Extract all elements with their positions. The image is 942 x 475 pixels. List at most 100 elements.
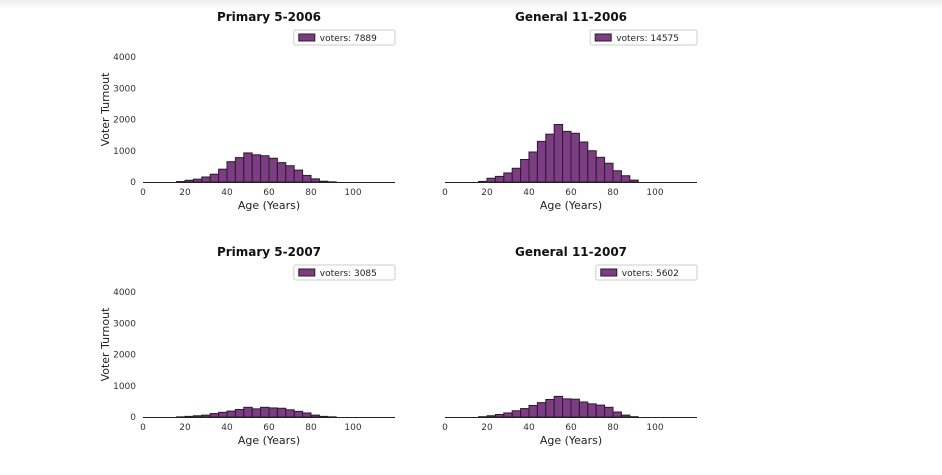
x-tick-label: 100	[344, 423, 361, 433]
histogram-bar	[536, 402, 547, 418]
chart-title: General 11-2007	[515, 245, 627, 259]
histogram-bar	[570, 398, 580, 418]
histogram-bar	[318, 180, 329, 183]
x-tick-label: 60	[263, 423, 275, 433]
histogram-bar	[285, 165, 295, 183]
histogram-bar	[251, 408, 262, 418]
histogram-bar	[486, 415, 496, 418]
x-tick-label: 40	[221, 423, 233, 433]
histogram-bar	[553, 124, 564, 183]
histogram-bar	[562, 130, 572, 183]
y-tick-label: 4000	[113, 53, 136, 63]
histogram-bar	[201, 176, 211, 183]
histogram-bar	[251, 154, 262, 183]
y-tick-label: 2000	[113, 351, 136, 361]
histogram-bar	[218, 168, 228, 183]
histogram-bar	[545, 399, 555, 418]
x-tick-label: 80	[607, 188, 619, 198]
y-tick-label: 1000	[113, 147, 136, 157]
legend-box	[293, 29, 396, 46]
histogram-bar	[604, 162, 614, 183]
histogram-bar	[293, 169, 304, 183]
x-tick-label: 40	[523, 188, 535, 198]
x-tick-label: 100	[646, 188, 663, 198]
x-axis-title: Age (Years)	[540, 434, 602, 447]
x-axis-title: Age (Years)	[238, 434, 300, 447]
histogram-bar	[604, 406, 614, 418]
histogram-bar	[209, 413, 220, 418]
histogram-bar	[536, 140, 547, 183]
histogram-bar	[587, 150, 597, 183]
histogram-bar	[478, 180, 488, 183]
histogram-bar	[209, 173, 220, 183]
histogram-bar	[511, 167, 522, 183]
histogram-bar	[268, 407, 278, 418]
histogram-bar	[310, 414, 320, 418]
chart-title: Primary 5-2007	[217, 245, 321, 259]
histogram-bar	[302, 174, 312, 183]
histogram-bar	[192, 415, 203, 418]
histogram-bar	[595, 156, 606, 183]
chart-panel-2: General 11-2006 0 20 40 60 80 100 Age (Years) vo…	[442, 10, 698, 212]
top-strip	[0, 0, 942, 9]
x-tick-label: 100	[646, 423, 663, 433]
histogram-bar	[260, 406, 270, 418]
histogram-bar	[192, 178, 203, 183]
x-axis-title: Age (Years)	[540, 199, 602, 212]
x-tick-label: 40	[523, 423, 535, 433]
histogram-bar	[494, 175, 505, 183]
x-tick-label: 60	[565, 423, 577, 433]
histogram-bar	[234, 409, 245, 418]
histogram-bar	[201, 414, 211, 418]
x-tick-label: 20	[481, 423, 493, 433]
legend-box	[589, 29, 698, 46]
histogram-bar	[243, 406, 253, 418]
legend-box	[595, 264, 698, 281]
chart-title: General 11-2006	[515, 10, 627, 24]
x-tick-label: 60	[565, 188, 577, 198]
histogram-bar	[318, 415, 329, 418]
histogram-bar	[612, 411, 622, 418]
histogram-bar	[243, 152, 253, 183]
x-tick-label: 0	[442, 188, 448, 198]
histogram-bar	[595, 404, 606, 418]
y-tick-label: 0	[130, 178, 136, 188]
histogram-bar	[587, 403, 597, 418]
y-tick-label: 2000	[113, 116, 136, 126]
legend-label: voters: 3085	[320, 269, 377, 279]
histogram-bar	[520, 159, 530, 183]
histogram-bar	[486, 177, 496, 183]
histogram-bar	[276, 407, 287, 418]
histogram-bar	[511, 410, 522, 418]
legend-box	[293, 264, 396, 281]
histogram-bar	[293, 410, 304, 418]
histogram-bar	[276, 162, 287, 183]
histogram-bar	[218, 411, 228, 418]
histogram-bar	[528, 404, 538, 418]
histogram-bar	[184, 415, 194, 418]
x-tick-label: 60	[263, 188, 275, 198]
histogram-bar	[226, 161, 236, 183]
histogram-bar	[553, 395, 564, 418]
histogram-bar	[612, 170, 622, 183]
x-tick-label: 0	[140, 188, 146, 198]
x-tick-label: 20	[179, 188, 191, 198]
x-tick-label: 80	[607, 423, 619, 433]
histogram-bar	[629, 179, 639, 183]
histogram-bar	[503, 412, 513, 418]
x-tick-label: 100	[344, 188, 361, 198]
chart-panel-4: General 11-2007 0 20 40 60 80 100 Age (Years) vo…	[442, 245, 698, 447]
histogram-bar	[302, 412, 312, 418]
y-tick-label: 3000	[113, 84, 136, 94]
x-tick-label: 80	[305, 188, 317, 198]
histogram-bar	[528, 151, 538, 183]
histogram-bar	[620, 175, 631, 183]
legend-label: voters: 5602	[622, 269, 679, 279]
histogram-bar	[234, 157, 245, 183]
x-tick-label: 20	[179, 423, 191, 433]
legend-swatch	[298, 33, 316, 42]
histogram-bar	[260, 155, 270, 183]
histogram-bar	[620, 414, 631, 418]
